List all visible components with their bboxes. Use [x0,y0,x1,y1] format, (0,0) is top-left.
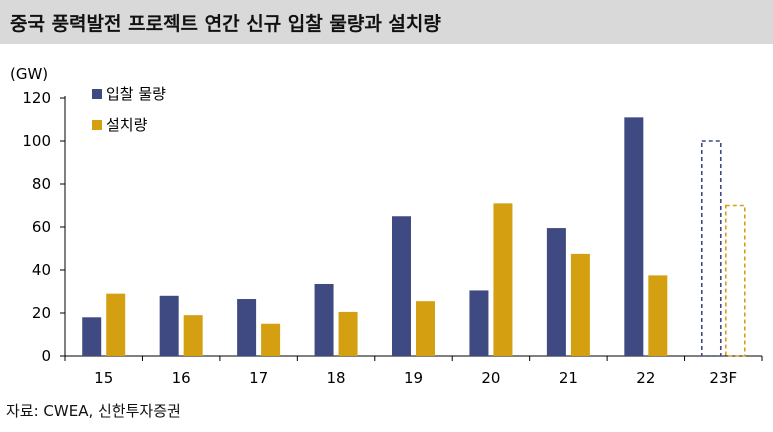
x-tick-label: 21 [559,369,578,387]
legend-swatch-bid [92,89,102,99]
title-bar: 중국 풍력발전 프로젝트 연간 신규 입찰 물량과 설치량 [0,0,773,44]
x-tick-label: 15 [94,369,113,387]
bar-installed [416,301,435,356]
y-tick-label: 100 [22,132,51,150]
bar-installed [106,293,126,356]
y-tick-label: 80 [32,175,51,193]
legend-label-bid: 입찰 물량 [106,85,166,103]
bar-bid [624,117,644,356]
y-tick-label: 20 [32,304,51,322]
x-tick-label: 18 [327,369,346,387]
bar-installed [338,311,358,356]
bars [82,117,746,357]
x-tick-label: 20 [481,369,500,387]
y-tick-label: 60 [32,218,51,236]
chart-title: 중국 풍력발전 프로젝트 연간 신규 입찰 물량과 설치량 [10,13,441,35]
y-unit-label: (GW) [10,65,48,83]
bar-installed [183,315,203,356]
bar-bid-forecast [700,140,722,357]
x-tick-label: 19 [404,369,423,387]
x-tick-label: 22 [636,369,655,387]
bar-bid [82,317,102,356]
y-tick-label: 40 [32,261,51,279]
bar-installed [570,253,590,356]
bar-installed [493,203,513,356]
y-tick-label: 0 [41,347,51,365]
bar-bid [469,290,489,356]
bar-installed-forecast [724,204,746,357]
y-axis: 0 20 40 60 80 100 120 [22,89,66,365]
source-note: 자료: CWEA, 신한투자증권 [6,402,181,420]
legend-swatch-installed [92,120,102,130]
bar-bid [237,299,257,356]
y-tick-label: 120 [22,89,51,107]
bar-installed [648,275,668,356]
x-axis: 15 16 17 18 19 20 21 22 23F [64,355,763,387]
legend-label-installed: 설치량 [106,116,148,134]
x-tick-label: 16 [172,369,191,387]
bar-bid [546,228,566,356]
x-tick-label: 23F [709,369,737,387]
bar-installed [261,323,281,356]
bar-bid [314,283,334,356]
x-tick-label: 17 [249,369,268,387]
bar-bid [392,216,411,356]
bar-bid [159,295,179,356]
